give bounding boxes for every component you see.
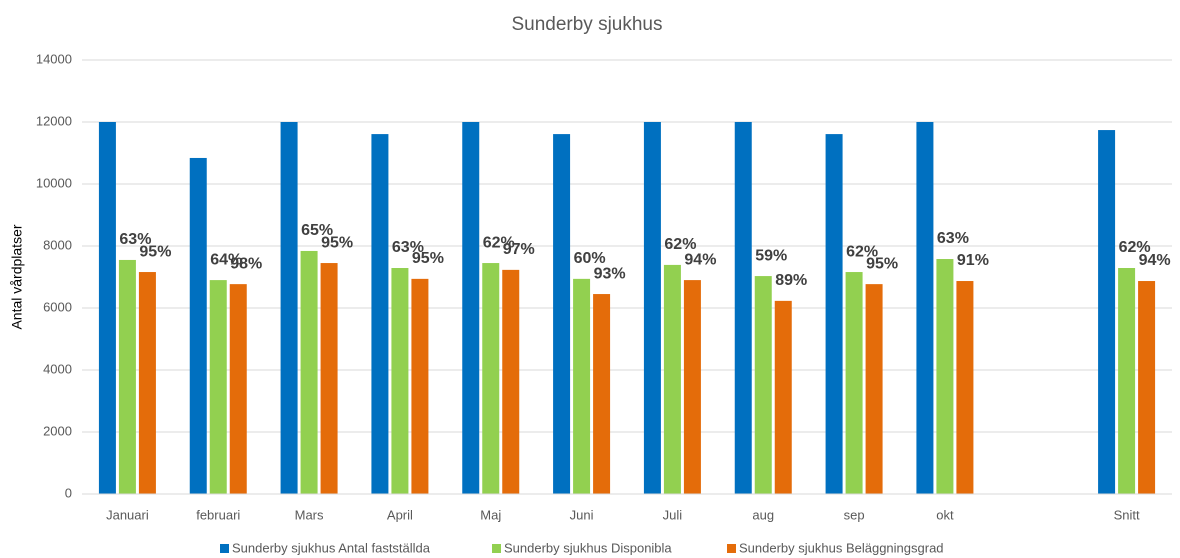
data-label: 64%	[210, 251, 242, 268]
x-tick-label: Juni	[570, 507, 594, 522]
bar	[683, 280, 701, 494]
x-tick-label: Januari	[106, 507, 149, 522]
bar	[229, 284, 247, 494]
bar	[1118, 268, 1136, 494]
bar	[98, 122, 116, 494]
legend-swatch	[727, 544, 736, 553]
data-label: 63%	[119, 231, 151, 248]
data-label: 63%	[937, 230, 969, 247]
data-label: 93%	[594, 265, 626, 282]
data-label: 98%	[230, 255, 262, 272]
legend-label: Sunderby sjukhus Beläggningsgrad	[739, 540, 944, 555]
bar	[502, 269, 520, 494]
bar	[320, 263, 338, 494]
x-tick-label: okt	[936, 507, 954, 522]
bar	[411, 278, 429, 494]
data-label: 97%	[503, 241, 535, 258]
y-tick-label: 0	[65, 485, 72, 500]
data-label: 63%	[392, 239, 424, 256]
y-tick-label: 10000	[36, 175, 72, 190]
data-label: 91%	[957, 252, 989, 269]
x-tick-label: Mars	[295, 507, 324, 522]
x-tick-label: Maj	[480, 507, 501, 522]
bar	[482, 263, 500, 494]
bar	[118, 259, 136, 494]
data-label: 60%	[574, 250, 606, 267]
bar	[865, 284, 883, 494]
y-tick-label: 6000	[43, 299, 72, 314]
y-tick-label: 2000	[43, 423, 72, 438]
y-tick-label: 8000	[43, 237, 72, 252]
x-tick-label: Juli	[663, 507, 683, 522]
bar	[956, 281, 974, 494]
chart-title: Sunderby sjukhus	[511, 14, 662, 35]
bar	[825, 134, 843, 494]
x-tick-label: Snitt	[1114, 507, 1140, 522]
bar	[391, 268, 409, 494]
bar	[280, 122, 298, 494]
x-tick-label: aug	[752, 507, 774, 522]
bar	[300, 250, 318, 494]
y-axis-label: Antal vårdplatser	[9, 224, 25, 329]
data-label: 94%	[1139, 252, 1171, 269]
bar	[462, 122, 480, 494]
bar	[553, 134, 571, 494]
legend-label: Sunderby sjukhus Disponibla	[504, 540, 672, 555]
y-tick-label: 4000	[43, 361, 72, 376]
data-label: 62%	[483, 234, 515, 251]
bar	[371, 134, 389, 494]
x-tick-label: sep	[844, 507, 865, 522]
bar	[754, 276, 772, 494]
data-label: 95%	[866, 255, 898, 272]
data-label: 65%	[301, 222, 333, 239]
legend-label: Sunderby sjukhus Antal fastställda	[232, 540, 431, 555]
bar	[209, 280, 227, 494]
bar	[1098, 130, 1116, 494]
x-tick-label: februari	[196, 507, 240, 522]
bar	[916, 122, 934, 494]
bar	[1138, 281, 1156, 494]
data-label: 94%	[684, 251, 716, 268]
data-label: 62%	[846, 243, 878, 260]
bar	[593, 294, 611, 494]
bar	[663, 264, 681, 494]
y-tick-label: 12000	[36, 113, 72, 128]
legend-swatch	[492, 544, 501, 553]
data-label: 62%	[1119, 239, 1151, 256]
data-label: 95%	[412, 250, 444, 267]
data-label: 62%	[664, 236, 696, 253]
bar	[936, 259, 954, 494]
bar	[573, 278, 591, 494]
data-label: 89%	[775, 272, 807, 289]
data-label: 95%	[321, 234, 353, 251]
bar	[138, 272, 156, 494]
data-label: 95%	[139, 243, 171, 260]
data-label: 59%	[755, 247, 787, 264]
bar	[845, 272, 863, 494]
bar	[643, 122, 661, 494]
bar	[189, 157, 207, 494]
legend-swatch	[220, 544, 229, 553]
bar	[774, 300, 792, 494]
bar	[734, 122, 752, 494]
x-tick-label: April	[387, 507, 413, 522]
y-tick-label: 14000	[36, 51, 72, 66]
